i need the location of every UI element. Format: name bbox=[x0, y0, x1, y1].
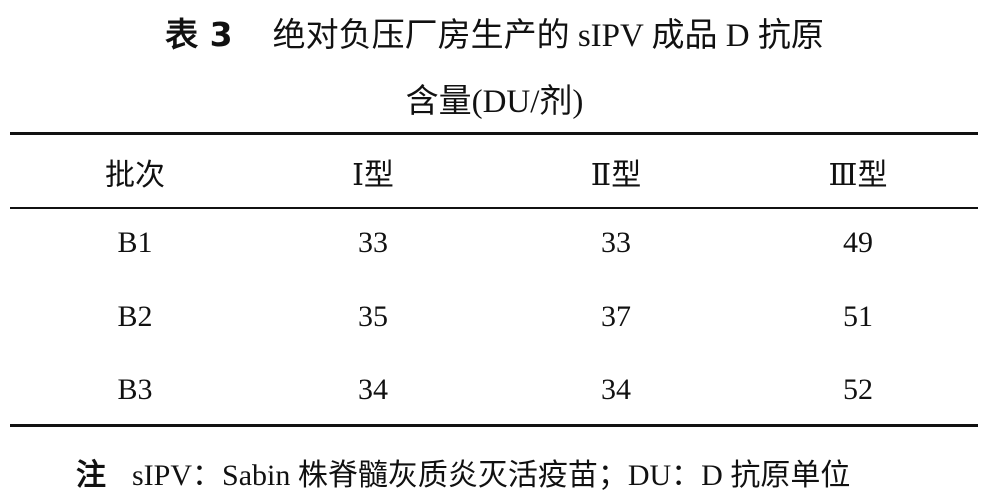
title-line: 表 3 绝对负压厂房生产的 sIPV 成品 D 抗原 bbox=[0, 8, 989, 56]
note-text: sIPV：Sabin 株脊髓灰质炎灭活疫苗；DU：D 抗原单位 bbox=[132, 459, 851, 492]
table-cell: 34 bbox=[601, 373, 631, 406]
header-cell: Ⅲ型 bbox=[828, 159, 888, 192]
bottom-rule bbox=[10, 424, 978, 427]
top-rule bbox=[10, 132, 978, 135]
table-cell: 52 bbox=[843, 373, 873, 406]
table-cell: 51 bbox=[843, 300, 873, 333]
table-cell: B3 bbox=[117, 373, 153, 406]
title-line: 含量(DU/剂) bbox=[405, 84, 584, 120]
title-label: 表 3 bbox=[165, 15, 233, 54]
table-cell: 33 bbox=[358, 226, 388, 259]
header-cell: Ⅱ型 bbox=[590, 159, 642, 192]
table-cell: 34 bbox=[358, 373, 388, 406]
table-cell: B1 bbox=[117, 226, 153, 259]
note: 注 sIPV：Sabin 株脊髓灰质炎灭活疫苗；DU：D 抗原单位 bbox=[76, 450, 850, 494]
header-rule bbox=[10, 207, 978, 209]
note-label: 注 bbox=[76, 458, 106, 493]
table-cell: 49 bbox=[843, 226, 873, 259]
table-cell: B2 bbox=[117, 300, 153, 333]
table-cell: 33 bbox=[601, 226, 631, 259]
header-cell: 批次 bbox=[105, 159, 165, 192]
header-cell: Ⅰ型 bbox=[352, 159, 394, 192]
table-cell: 35 bbox=[358, 300, 388, 333]
table-cell: 37 bbox=[601, 300, 631, 333]
title-text: 绝对负压厂房生产的 sIPV 成品 D 抗原 bbox=[272, 18, 824, 54]
